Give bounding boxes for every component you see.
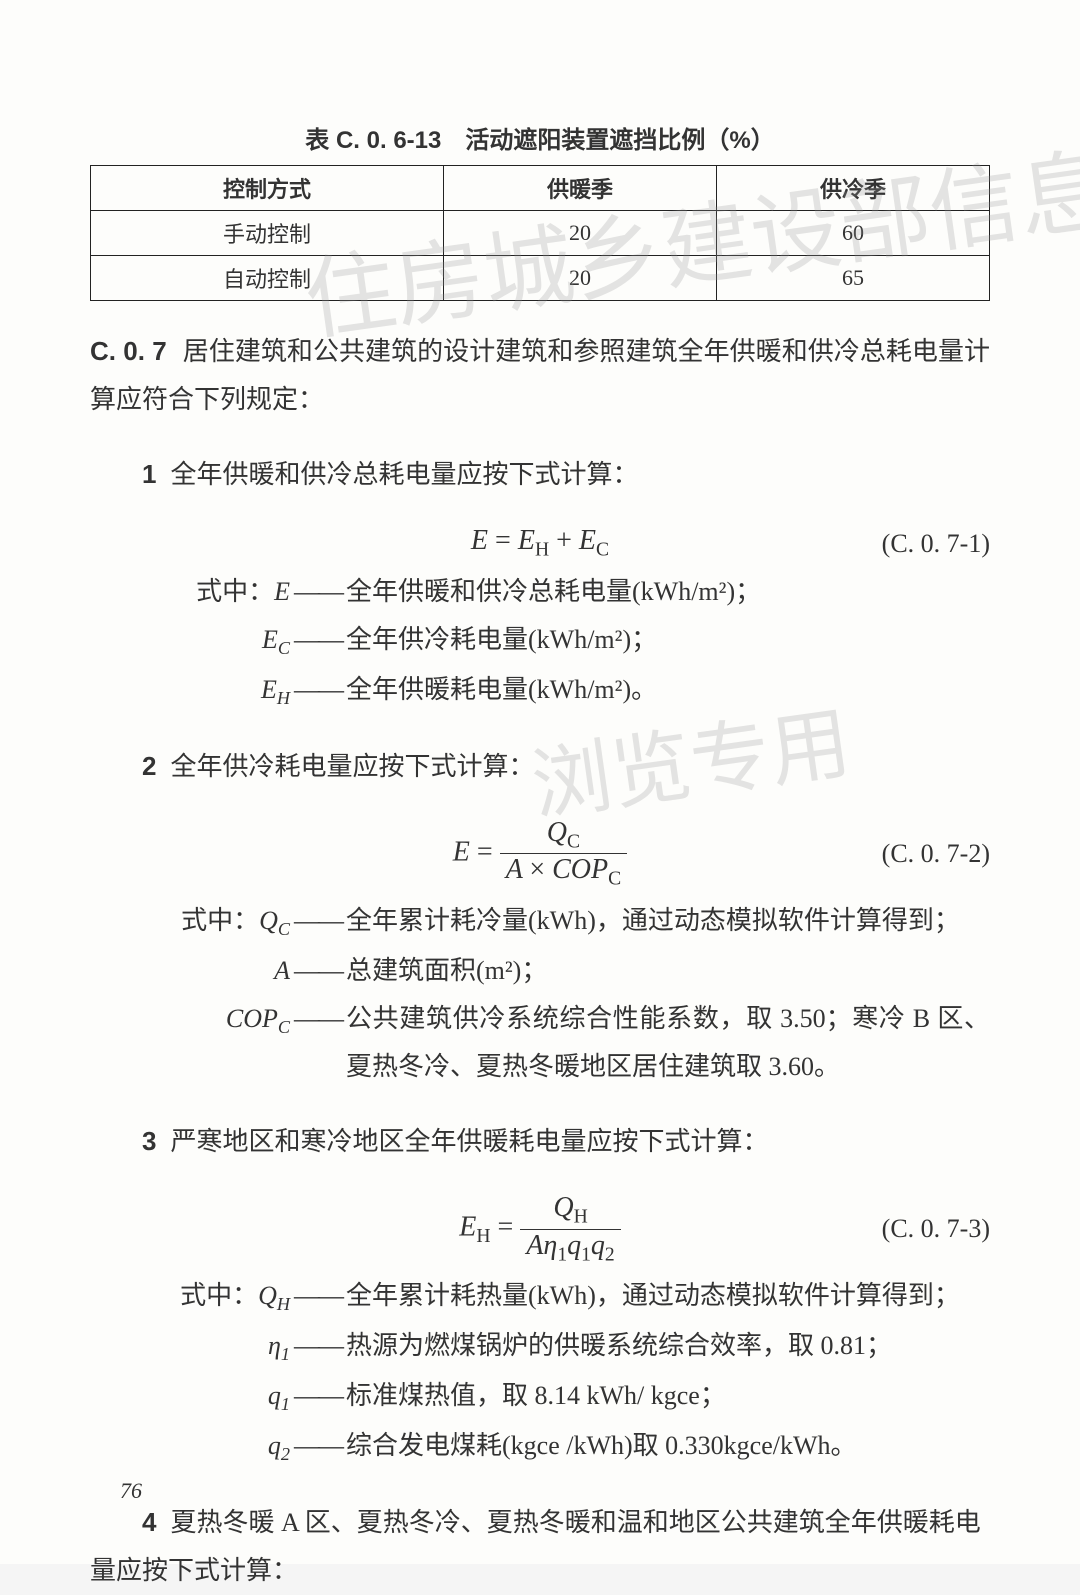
equation-formula: E = QC A × COPC (90, 817, 990, 891)
definitions-2: 式中：QC —— 全年累计耗冷量(kWh)，通过动态模拟软件计算得到； A ——… (90, 897, 990, 1091)
def-row: q2 —— 综合发电煤耗(kgce /kWh)取 0.330kgce/kWh。 (90, 1422, 990, 1472)
table-caption: 表 C. 0. 6-13 活动遮阳装置遮挡比例（%） (90, 120, 990, 155)
item-3: 3 严寒地区和寒冷地区全年供暖耗电量应按下式计算： (90, 1117, 990, 1166)
td-1-1: 20 (444, 256, 717, 301)
def-symbol: q1 (90, 1372, 290, 1422)
def-row: q1 —— 标准煤热值，取 8.14 kWh/ kgce； (90, 1372, 990, 1422)
def-symbol: QH (258, 1281, 290, 1310)
def-desc: 全年供暖耗电量(kWh/m²)。 (346, 666, 990, 714)
th-0: 控制方式 (91, 166, 444, 211)
def-symbol: EH (90, 666, 290, 716)
def-dash: —— (290, 995, 346, 1043)
def-desc: 综合发电煤耗(kgce /kWh)取 0.330kgce/kWh。 (346, 1422, 990, 1470)
table-header-row: 控制方式 供暖季 供冷季 (91, 166, 990, 211)
section-c07: C. 0. 7居住建筑和公共建筑的设计建筑和参照建筑全年供暖和供冷总耗电量计算应… (90, 327, 990, 424)
def-row: η1 —— 热源为燃煤锅炉的供暖系统综合效率，取 0.81； (90, 1322, 990, 1372)
item-number: 1 (142, 459, 156, 489)
def-symbol: q2 (90, 1422, 290, 1472)
equation-2: E = QC A × COPC (C. 0. 7-2) (90, 817, 990, 891)
def-desc: 总建筑面积(m²)； (346, 947, 990, 995)
def-symbol: COPC (90, 995, 290, 1045)
definitions-3: 式中：QH —— 全年累计耗热量(kWh)，通过动态模拟软件计算得到； η1 —… (90, 1272, 990, 1471)
section-number: C. 0. 7 (90, 336, 167, 366)
equation-formula: E = EH + EC (90, 525, 990, 562)
section-text: 居住建筑和公共建筑的设计建筑和参照建筑全年供暖和供冷总耗电量计算应符合下列规定： (90, 337, 990, 414)
def-dash: —— (290, 1372, 346, 1420)
page: 住房城乡建设部信息公开 浏览专用 表 C. 0. 6-13 活动遮阳装置遮挡比例… (0, 0, 1080, 1564)
item-text: 全年供暖和供冷总耗电量应按下式计算： (170, 460, 638, 489)
equation-number: (C. 0. 7-1) (882, 529, 990, 559)
def-prefix: 式中： (180, 1281, 258, 1310)
def-row: 式中：QC —— 全年累计耗冷量(kWh)，通过动态模拟软件计算得到； (90, 897, 990, 947)
def-desc: 公共建筑供冷系统综合性能系数，取 3.50；寒冷 B 区、夏热冬冷、夏热冬暖地区… (346, 995, 990, 1091)
def-dash: —— (290, 1272, 346, 1320)
def-symbol: QC (259, 906, 290, 935)
def-dash: —— (290, 568, 346, 616)
def-symbol: EC (90, 616, 290, 666)
def-dash: —— (290, 947, 346, 995)
def-desc: 标准煤热值，取 8.14 kWh/ kgce； (346, 1372, 990, 1420)
td-0-0: 手动控制 (91, 211, 444, 256)
def-symbol: η1 (90, 1322, 290, 1372)
equation-number: (C. 0. 7-2) (882, 839, 990, 869)
th-1: 供暖季 (444, 166, 717, 211)
def-dash: —— (290, 666, 346, 714)
page-number: 76 (120, 1478, 142, 1504)
equation-1: E = EH + EC (C. 0. 7-1) (90, 525, 990, 562)
item-text: 严寒地区和寒冷地区全年供暖耗电量应按下式计算： (170, 1127, 768, 1156)
definitions-1: 式中：E —— 全年供暖和供冷总耗电量(kWh/m²)； EC —— 全年供冷耗… (90, 568, 990, 716)
def-symbol: A (90, 947, 290, 995)
item-number: 2 (142, 751, 156, 781)
def-desc: 热源为燃煤锅炉的供暖系统综合效率，取 0.81； (346, 1322, 990, 1370)
def-row: 式中：QH —— 全年累计耗热量(kWh)，通过动态模拟软件计算得到； (90, 1272, 990, 1322)
def-desc: 全年供暖和供冷总耗电量(kWh/m²)； (346, 568, 990, 616)
table-row: 手动控制 20 60 (91, 211, 990, 256)
def-dash: —— (290, 616, 346, 664)
item-number: 4 (142, 1507, 156, 1537)
def-row: EC —— 全年供冷耗电量(kWh/m²)； (90, 616, 990, 666)
def-row: A —— 总建筑面积(m²)； (90, 947, 990, 995)
def-dash: —— (290, 1422, 346, 1470)
def-dash: —— (290, 897, 346, 945)
table-row: 自动控制 20 65 (91, 256, 990, 301)
td-1-2: 65 (717, 256, 990, 301)
td-1-0: 自动控制 (91, 256, 444, 301)
item-text: 全年供冷耗电量应按下式计算： (170, 752, 534, 781)
table-shading-ratio: 控制方式 供暖季 供冷季 手动控制 20 60 自动控制 20 65 (90, 165, 990, 301)
item-4: 4夏热冬暖 A 区、夏热冬冷、夏热冬暖和温和地区公共建筑全年供暖耗电量应按下式计… (90, 1498, 990, 1595)
def-symbol: E (274, 577, 290, 606)
item-text: 夏热冬暖 A 区、夏热冬冷、夏热冬暖和温和地区公共建筑全年供暖耗电量应按下式计算… (90, 1508, 981, 1585)
def-dash: —— (290, 1322, 346, 1370)
equation-number: (C. 0. 7-3) (882, 1214, 990, 1244)
item-2: 2 全年供冷耗电量应按下式计算： (90, 742, 990, 791)
item-number: 3 (142, 1126, 156, 1156)
def-desc: 全年累计耗热量(kWh)，通过动态模拟软件计算得到； (346, 1272, 990, 1320)
def-row: 式中：E —— 全年供暖和供冷总耗电量(kWh/m²)； (90, 568, 990, 616)
def-prefix: 式中： (196, 577, 274, 606)
equation-3: EH = QH Aη1q1q2 (C. 0. 7-3) (90, 1192, 990, 1266)
td-0-1: 20 (444, 211, 717, 256)
def-row: EH —— 全年供暖耗电量(kWh/m²)。 (90, 666, 990, 716)
equation-formula: EH = QH Aη1q1q2 (90, 1192, 990, 1266)
td-0-2: 60 (717, 211, 990, 256)
def-desc: 全年累计耗冷量(kWh)，通过动态模拟软件计算得到； (346, 897, 990, 945)
def-prefix: 式中： (181, 906, 259, 935)
def-row: COPC —— 公共建筑供冷系统综合性能系数，取 3.50；寒冷 B 区、夏热冬… (90, 995, 990, 1091)
item-1: 1 全年供暖和供冷总耗电量应按下式计算： (90, 450, 990, 499)
def-desc: 全年供冷耗电量(kWh/m²)； (346, 616, 990, 664)
th-2: 供冷季 (717, 166, 990, 211)
